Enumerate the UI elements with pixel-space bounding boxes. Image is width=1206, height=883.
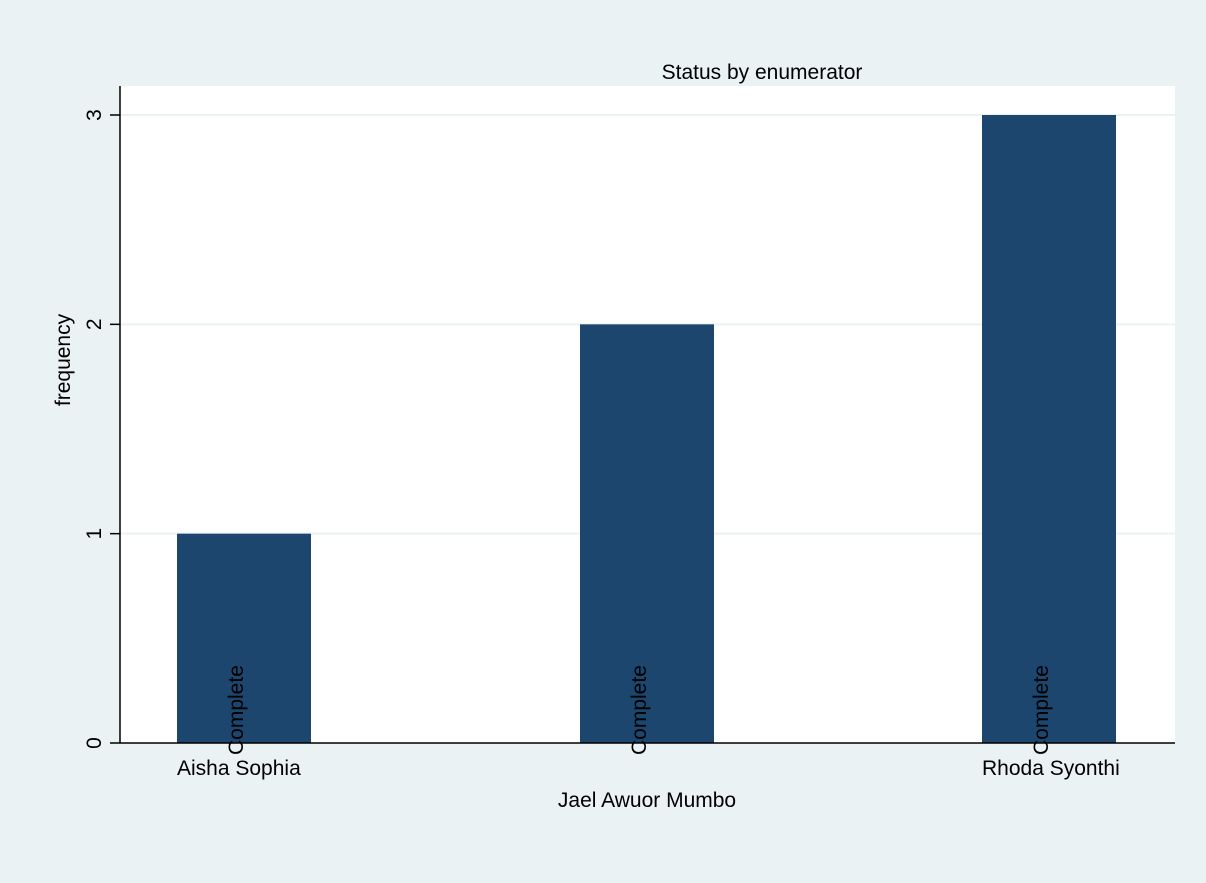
chart-title: Status by enumerator	[662, 61, 863, 84]
bar-label: Complete	[225, 665, 248, 755]
bars	[177, 115, 1116, 743]
y-axis-label: frequency	[52, 313, 75, 406]
category-label: Aisha Sophia	[177, 757, 301, 780]
y-axis: 0 1 2 3	[83, 86, 1175, 749]
y-tick-label: 3	[83, 109, 106, 121]
category-label: Rhoda Syonthi	[982, 757, 1120, 780]
bar	[982, 115, 1116, 743]
bar	[580, 324, 714, 743]
y-tick-label: 0	[83, 737, 106, 749]
bar	[177, 533, 311, 743]
category-label: Jael Awuor Mumbo	[558, 789, 736, 812]
bar-label: Complete	[628, 665, 651, 755]
bar-label: Complete	[1030, 665, 1053, 755]
y-tick-label: 1	[83, 528, 106, 540]
y-tick-label: 2	[83, 318, 106, 330]
